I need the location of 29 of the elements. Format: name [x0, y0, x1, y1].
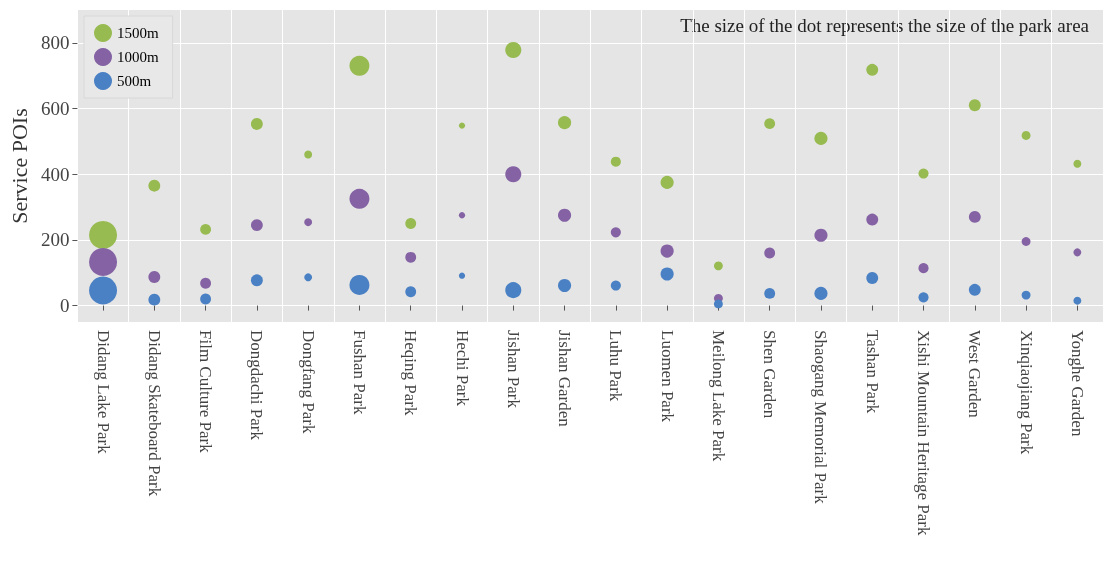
- x-tick-label: Heqing Park: [401, 330, 421, 416]
- x-tick-label: West Garden: [965, 330, 985, 419]
- x-tick-label: Didang Skateboard Park: [144, 330, 164, 497]
- x-tick-label: Shaogang Memorial Park: [811, 330, 831, 505]
- legend-label: 1500m: [117, 25, 159, 41]
- legend-label: 500m: [117, 73, 152, 89]
- x-tick-label: Tashan Park: [862, 330, 882, 414]
- x-tick-label: Didang Lake Park: [93, 330, 113, 455]
- y-tick-label: 0: [59, 295, 70, 317]
- x-tick-label: Dongfang Park: [298, 330, 318, 434]
- x-tick-label: Jishan Garden: [555, 330, 575, 428]
- x-tick-label: Xishi Mountain Heritage Park: [914, 330, 934, 536]
- y-tick-label: 200: [40, 229, 70, 251]
- x-tick-label: Hechi Park: [452, 330, 472, 407]
- x-tick-label: Yonghe Garden: [1067, 330, 1087, 437]
- x-tick-label: Jishan Park: [503, 330, 523, 409]
- y-axis-title: Service POIs: [6, 108, 32, 224]
- y-tick-label: 600: [40, 98, 70, 120]
- x-tick-label: Shen Garden: [760, 330, 780, 419]
- x-tick-label: Fushan Park: [349, 330, 369, 416]
- x-tick-label: Luomen Park: [657, 330, 677, 423]
- x-tick-label: Film Culture Park: [196, 330, 216, 454]
- y-tick-label: 400: [40, 163, 70, 185]
- x-tick-label: Meilong Lake Park: [708, 330, 728, 462]
- x-tick-label: Xinqiaojiang Park: [1016, 330, 1036, 455]
- y-tick-label: 800: [40, 32, 70, 54]
- x-tick-label: Dongdachi Park: [247, 330, 267, 441]
- legend-label: 1000m: [117, 49, 159, 65]
- x-tick-label: Luhu Park: [606, 330, 626, 402]
